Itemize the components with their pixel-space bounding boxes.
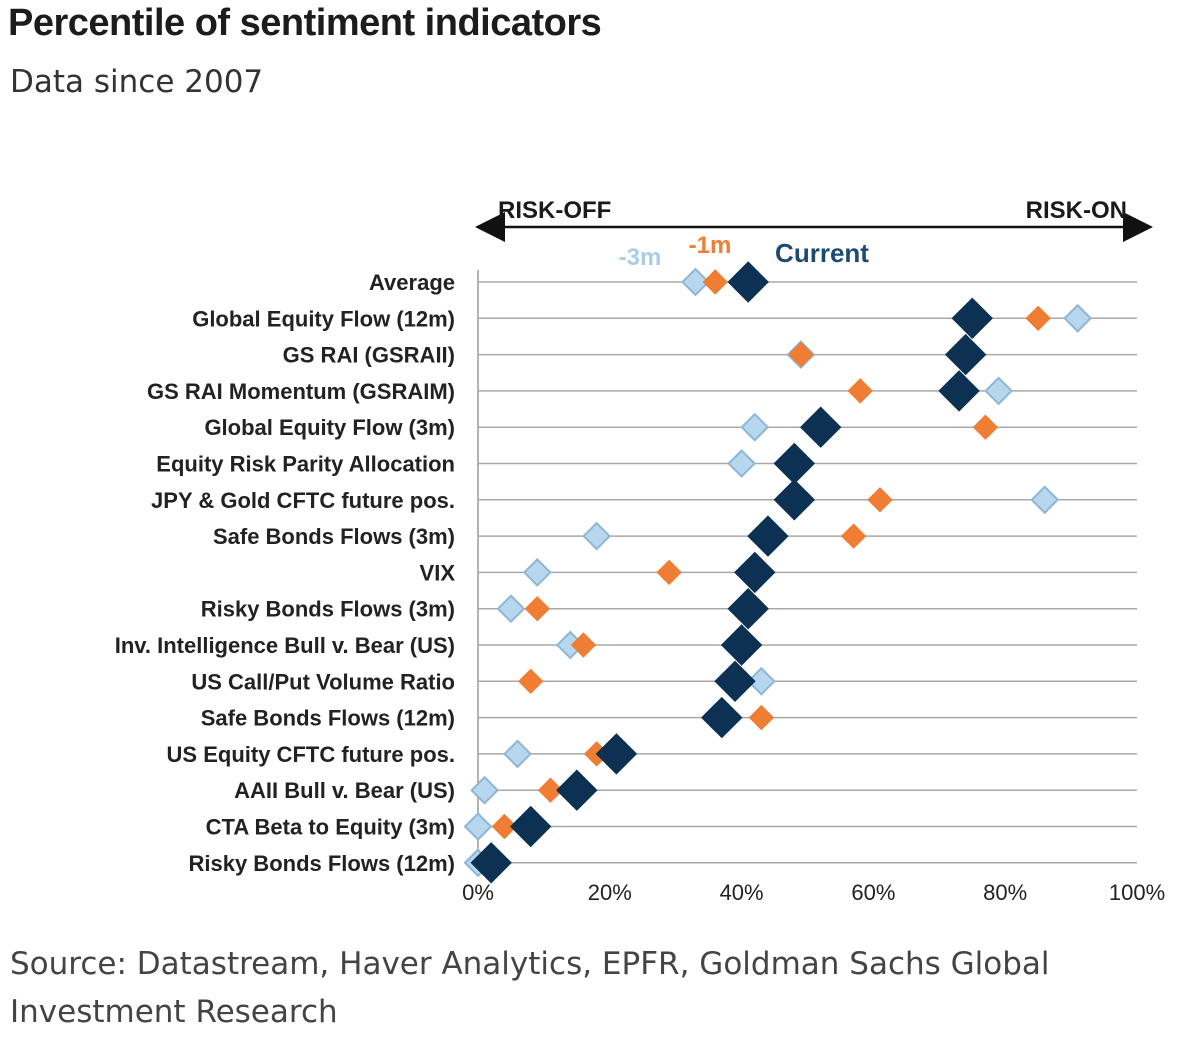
row-label: Global Equity Flow (3m) bbox=[204, 415, 455, 440]
point-1m-11 bbox=[518, 668, 544, 695]
point-3m-5 bbox=[727, 449, 757, 478]
row-label: GS RAI (GSRAII) bbox=[283, 343, 455, 368]
row-label: US Call/Put Volume Ratio bbox=[191, 669, 455, 694]
legend-label-1: -1m bbox=[689, 232, 732, 259]
point-3m-6 bbox=[1030, 485, 1060, 515]
sentiment-chart: RISK-OFF RISK-ON Average Global Equity Flo… bbox=[115, 197, 1165, 905]
point-3m-9 bbox=[496, 594, 526, 624]
point-current-5 bbox=[773, 442, 816, 485]
row-label: US Equity CFTC future pos. bbox=[167, 742, 455, 767]
row-label: Inv. Intelligence Bull v. Bear (US) bbox=[115, 633, 455, 658]
x-tick-label: 40% bbox=[720, 880, 764, 905]
row-label: Average bbox=[369, 270, 455, 295]
x-tick-label: 20% bbox=[588, 880, 632, 905]
source-line-1: Source: Datastream, Haver Analytics, EPF… bbox=[10, 946, 1050, 982]
point-1m-4 bbox=[972, 414, 999, 440]
point-current-14 bbox=[556, 769, 598, 811]
point-current-16 bbox=[470, 842, 512, 884]
point-current-2 bbox=[944, 333, 987, 376]
point-1m-10 bbox=[570, 632, 597, 658]
point-current-10 bbox=[720, 624, 763, 666]
point-1m-3 bbox=[847, 378, 873, 404]
point-current-1 bbox=[951, 297, 993, 340]
point-current-13 bbox=[595, 733, 638, 775]
x-tick-label: 60% bbox=[851, 880, 895, 905]
legend-label-0: -3m bbox=[619, 244, 662, 271]
point-3m-1 bbox=[1063, 303, 1093, 333]
source-line-2: Investment Research bbox=[10, 994, 338, 1030]
point-3m-11 bbox=[746, 666, 776, 696]
point-3m-0 bbox=[681, 267, 710, 297]
point-3m-3 bbox=[984, 376, 1014, 406]
row-label: Risky Bonds Flows (3m) bbox=[201, 597, 455, 622]
point-3m-4 bbox=[740, 412, 770, 442]
point-1m-0 bbox=[702, 269, 728, 295]
point-3m-7 bbox=[582, 521, 612, 551]
row-label: AAII Bull v. Bear (US) bbox=[234, 778, 455, 803]
point-1m-2 bbox=[788, 341, 814, 368]
point-3m-8 bbox=[522, 557, 552, 587]
point-current-8 bbox=[734, 551, 776, 594]
point-current-9 bbox=[727, 587, 769, 630]
point-1m-6 bbox=[867, 487, 893, 513]
row-label: GS RAI Momentum (GSRAIM) bbox=[147, 379, 455, 404]
point-1m-8 bbox=[656, 559, 682, 586]
point-current-7 bbox=[747, 515, 789, 557]
source-note: Source: Datastream, Haver Analytics, EPF… bbox=[10, 940, 1160, 1036]
point-current-11 bbox=[714, 660, 756, 703]
point-1m-9 bbox=[524, 595, 551, 622]
row-label: Equity Risk Parity Allocation bbox=[156, 452, 455, 477]
point-current-6 bbox=[773, 479, 816, 521]
row-label: Safe Bonds Flows (12m) bbox=[201, 706, 455, 731]
risk-off-label: RISK-OFF bbox=[498, 197, 611, 224]
risk-on-label: RISK-ON bbox=[1026, 197, 1127, 224]
row-label: JPY & Gold CFTC future pos. bbox=[151, 488, 455, 513]
row-label: Risky Bonds Flows (12m) bbox=[188, 851, 455, 876]
point-3m-13 bbox=[503, 739, 532, 769]
row-label: Global Equity Flow (12m) bbox=[192, 306, 455, 331]
chart-subtitle: Data since 2007 bbox=[10, 64, 264, 100]
point-1m-1 bbox=[1025, 305, 1051, 332]
chart-title: Percentile of sentiment indicators bbox=[8, 2, 602, 44]
row-label: CTA Beta to Equity (3m) bbox=[206, 815, 455, 840]
point-current-4 bbox=[799, 406, 842, 448]
point-current-0 bbox=[727, 261, 769, 303]
point-1m-7 bbox=[840, 523, 867, 549]
point-current-3 bbox=[938, 370, 980, 412]
point-1m-14 bbox=[537, 777, 564, 803]
point-current-12 bbox=[701, 696, 743, 739]
point-1m-12 bbox=[748, 704, 775, 731]
point-1m-15 bbox=[491, 813, 518, 840]
point-current-15 bbox=[510, 805, 552, 848]
point-3m-15 bbox=[463, 812, 493, 841]
x-tick-label: 0% bbox=[462, 880, 494, 905]
point-3m-14 bbox=[470, 775, 500, 805]
x-tick-label: 100% bbox=[1109, 880, 1165, 905]
row-label: VIX bbox=[420, 560, 456, 585]
row-label: Safe Bonds Flows (3m) bbox=[213, 524, 455, 549]
legend-label-2: Current bbox=[775, 238, 869, 268]
x-tick-label: 80% bbox=[983, 880, 1027, 905]
